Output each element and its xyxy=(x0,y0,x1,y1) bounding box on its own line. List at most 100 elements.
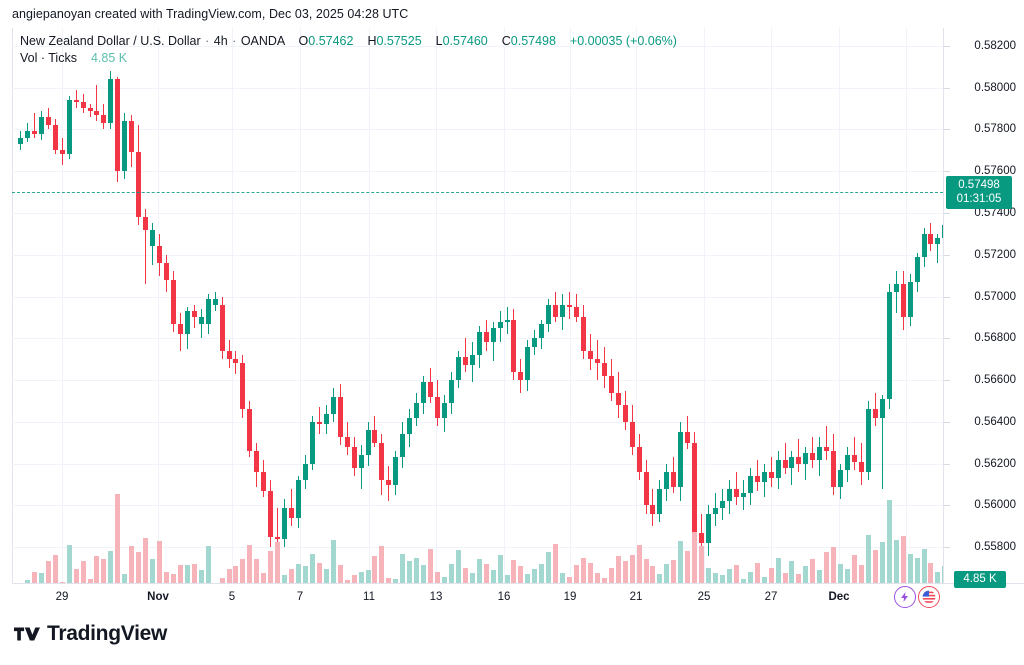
candle-body xyxy=(942,225,943,238)
us-flag-badge-icon[interactable] xyxy=(918,586,940,608)
candle-body xyxy=(678,432,683,487)
volume-bar xyxy=(887,500,892,611)
volume-bar xyxy=(866,534,871,611)
time-axis-tick: 21 xyxy=(629,591,643,603)
candle-body xyxy=(928,233,933,245)
candle-wick xyxy=(736,472,737,506)
candle-wick xyxy=(805,446,806,481)
gridline-vertical xyxy=(504,28,505,611)
price-axis-tick: 0.57000 xyxy=(974,290,1016,303)
candle-body xyxy=(317,421,322,424)
candle-body xyxy=(178,323,183,335)
candle-body xyxy=(602,363,607,376)
candle-body xyxy=(421,382,426,404)
candle-body xyxy=(442,403,447,418)
candle-wick xyxy=(937,233,938,264)
volume-bar xyxy=(824,552,829,611)
candle-wick xyxy=(201,309,202,339)
volume-bar xyxy=(908,553,913,611)
candle-body xyxy=(588,350,593,360)
price-axis-tickmark xyxy=(944,505,950,506)
lightning-badge-icon[interactable] xyxy=(894,586,916,608)
bar-countdown: 01:31:05 xyxy=(956,193,1002,206)
gridline-horizontal xyxy=(12,464,943,465)
candle-body xyxy=(303,463,308,481)
price-axis[interactable]: 0.57498 01:31:05 4.85 K 0.58200 0.58000 0.… xyxy=(943,28,1024,611)
gridline-horizontal xyxy=(12,547,943,548)
volume-bar xyxy=(880,542,885,611)
candle-body xyxy=(845,455,850,470)
overlay-layer xyxy=(12,28,943,611)
candle-body xyxy=(227,350,232,360)
gridline-vertical xyxy=(436,28,437,611)
chart-pane[interactable] xyxy=(12,28,943,611)
chart-frame xyxy=(12,28,1012,611)
gridline-horizontal xyxy=(12,129,943,130)
time-axis[interactable]: 29Nov5711131619212527Dec3 xyxy=(12,583,1024,611)
candle-body xyxy=(32,131,37,134)
candle-body xyxy=(546,304,551,324)
candle-body xyxy=(831,451,836,487)
time-axis-tick: 7 xyxy=(296,591,304,603)
candle-wick xyxy=(854,436,855,470)
candle-body xyxy=(192,311,197,318)
volume-bar xyxy=(136,552,141,611)
volume-bar xyxy=(129,546,134,611)
candle-body xyxy=(518,371,523,381)
candle-body xyxy=(539,323,544,339)
price-axis-tickmark xyxy=(944,547,950,548)
candle-wick xyxy=(785,442,786,475)
gridline-horizontal xyxy=(12,297,943,298)
candle-body xyxy=(261,472,266,491)
candle-body xyxy=(428,382,433,397)
attribution-text: angiepanoyan created with TradingView.co… xyxy=(12,7,409,21)
gridline-horizontal xyxy=(12,213,943,214)
candle-body xyxy=(60,150,65,155)
candle-body xyxy=(289,507,294,519)
candle-body xyxy=(171,279,176,324)
volume-bar xyxy=(108,551,113,611)
candle-body xyxy=(908,281,913,318)
time-axis-tick: Nov xyxy=(147,591,169,603)
price-axis-tickmark xyxy=(944,380,950,381)
candle-body xyxy=(817,446,822,460)
candle-body xyxy=(644,472,649,506)
gridline-vertical xyxy=(771,28,772,611)
time-axis-tick: 11 xyxy=(363,591,375,603)
candle-body xyxy=(39,116,44,134)
candle-body xyxy=(477,332,482,356)
candle-body xyxy=(796,457,801,464)
gridline-vertical xyxy=(906,28,907,611)
time-axis-tick: 27 xyxy=(764,591,778,603)
candle-wick xyxy=(757,459,758,491)
price-axis-tickmark xyxy=(944,255,950,256)
candle-body xyxy=(789,457,794,468)
gridline-vertical xyxy=(300,28,301,611)
candle-body xyxy=(143,217,148,230)
gridline-vertical xyxy=(839,28,840,611)
price-axis-tick: 0.58200 xyxy=(974,39,1016,52)
candle-body xyxy=(338,396,343,437)
candle-body xyxy=(220,304,225,351)
candle-body xyxy=(352,446,357,468)
candle-wick xyxy=(812,436,813,468)
candle-body xyxy=(567,304,572,307)
candle-body xyxy=(720,501,725,508)
candle-body xyxy=(206,298,211,324)
candle-body xyxy=(449,380,454,404)
candle-body xyxy=(609,375,614,393)
candle-wick xyxy=(34,112,35,138)
price-axis-tick: 0.56000 xyxy=(974,499,1016,512)
candle-body xyxy=(727,488,732,502)
candle-body xyxy=(671,472,676,487)
candle-body xyxy=(463,357,468,366)
candle-body xyxy=(268,490,273,537)
volume-bar xyxy=(67,544,72,611)
volume-bar xyxy=(143,538,148,611)
candle-body xyxy=(713,507,718,514)
candle-body xyxy=(81,102,86,109)
candle-body xyxy=(150,229,155,247)
price-axis-tickmark xyxy=(944,297,950,298)
candle-body xyxy=(185,311,190,335)
gridline-horizontal xyxy=(12,171,943,172)
